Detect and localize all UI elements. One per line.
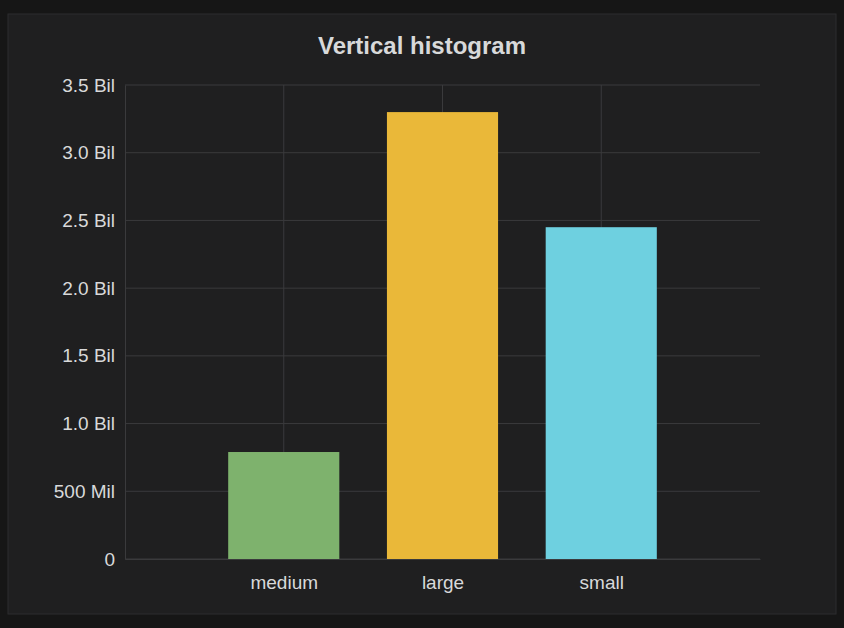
y-tick-label: 3.5 Bil: [62, 75, 115, 96]
x-tick-label: small: [580, 572, 624, 593]
title: Vertical histogram: [318, 32, 526, 59]
bars: [228, 112, 657, 559]
y-tick-label: 2.5 Bil: [62, 210, 115, 231]
y-axis-line: [125, 86, 126, 560]
x-tick-label: medium: [250, 572, 318, 593]
y-axis: 0 500 Mil 1.0 Bil 1.5 Bil 2.0 Bil 2.5 Bil 3.0 …: [54, 75, 126, 570]
y-tick: 2.5 Bil: [62, 210, 125, 231]
grid: [125, 85, 760, 559]
y-tick: 3.5 Bil: [62, 75, 125, 96]
bar: [387, 112, 498, 559]
panel: [8, 14, 836, 614]
y-tick-label: 0: [104, 549, 115, 570]
x-tick: medium: [250, 559, 318, 593]
y-tick-label: 1.0 Bil: [62, 413, 115, 434]
chart: Vertical histogram 0 500 Mil 1.0 Bil 1.5 Bil…: [0, 0, 844, 628]
bar: [546, 227, 657, 559]
y-tick-label: 1.5 Bil: [62, 345, 115, 366]
plot: 0 500 Mil 1.0 Bil 1.5 Bil 2.0 Bil 2.5 Bil 3.0 …: [54, 75, 761, 594]
y-tick: 500 Mil: [54, 481, 125, 502]
x-tick: large: [422, 559, 464, 593]
y-tick: 0: [104, 549, 125, 570]
x-tick-label: large: [422, 572, 464, 593]
y-tick-label: 500 Mil: [54, 481, 115, 502]
x-axis-line: [126, 559, 761, 560]
y-tick-label: 2.0 Bil: [62, 278, 115, 299]
bar: [228, 452, 339, 559]
y-tick: 3.0 Bil: [62, 142, 125, 163]
y-tick: 1.0 Bil: [62, 413, 125, 434]
x-tick: small: [580, 559, 624, 593]
x-axis: medium large small: [126, 559, 761, 593]
y-tick: 2.0 Bil: [62, 278, 125, 299]
y-tick: 1.5 Bil: [62, 345, 125, 366]
y-tick-label: 3.0 Bil: [62, 142, 115, 163]
